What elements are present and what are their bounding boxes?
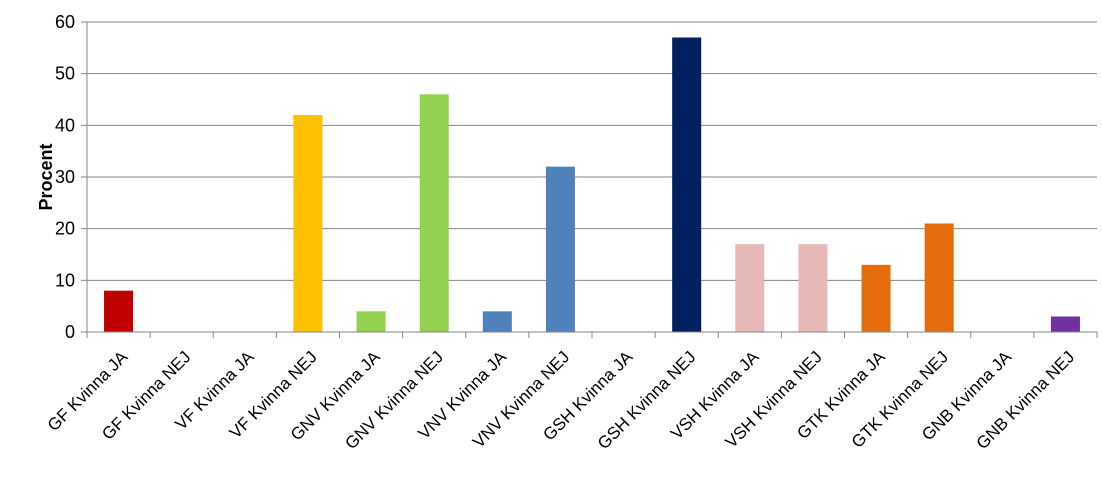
- bar: [356, 311, 386, 332]
- bar: [1050, 316, 1080, 332]
- y-axis-tick-labels: 0 10 20 30 40 50 60: [55, 12, 75, 342]
- bar: [104, 290, 134, 332]
- y-tick-label: 40: [55, 115, 75, 135]
- bar: [545, 166, 575, 332]
- bar: [293, 115, 323, 332]
- y-tick-label: 60: [55, 12, 75, 32]
- bar: [482, 311, 512, 332]
- axes: [86, 22, 1098, 338]
- bar: [924, 223, 954, 332]
- bar: [672, 37, 702, 332]
- bar: [861, 264, 891, 332]
- y-tick-label: 10: [55, 270, 75, 290]
- bar: [735, 244, 765, 332]
- bar: [419, 94, 449, 332]
- y-axis-title: Procent: [36, 143, 56, 210]
- bar: [798, 244, 828, 332]
- y-tick-label: 30: [55, 167, 75, 187]
- y-tick-label: 20: [55, 219, 75, 239]
- y-tick-label: 0: [65, 322, 75, 342]
- bars: [104, 37, 1080, 332]
- y-tick-label: 50: [55, 64, 75, 84]
